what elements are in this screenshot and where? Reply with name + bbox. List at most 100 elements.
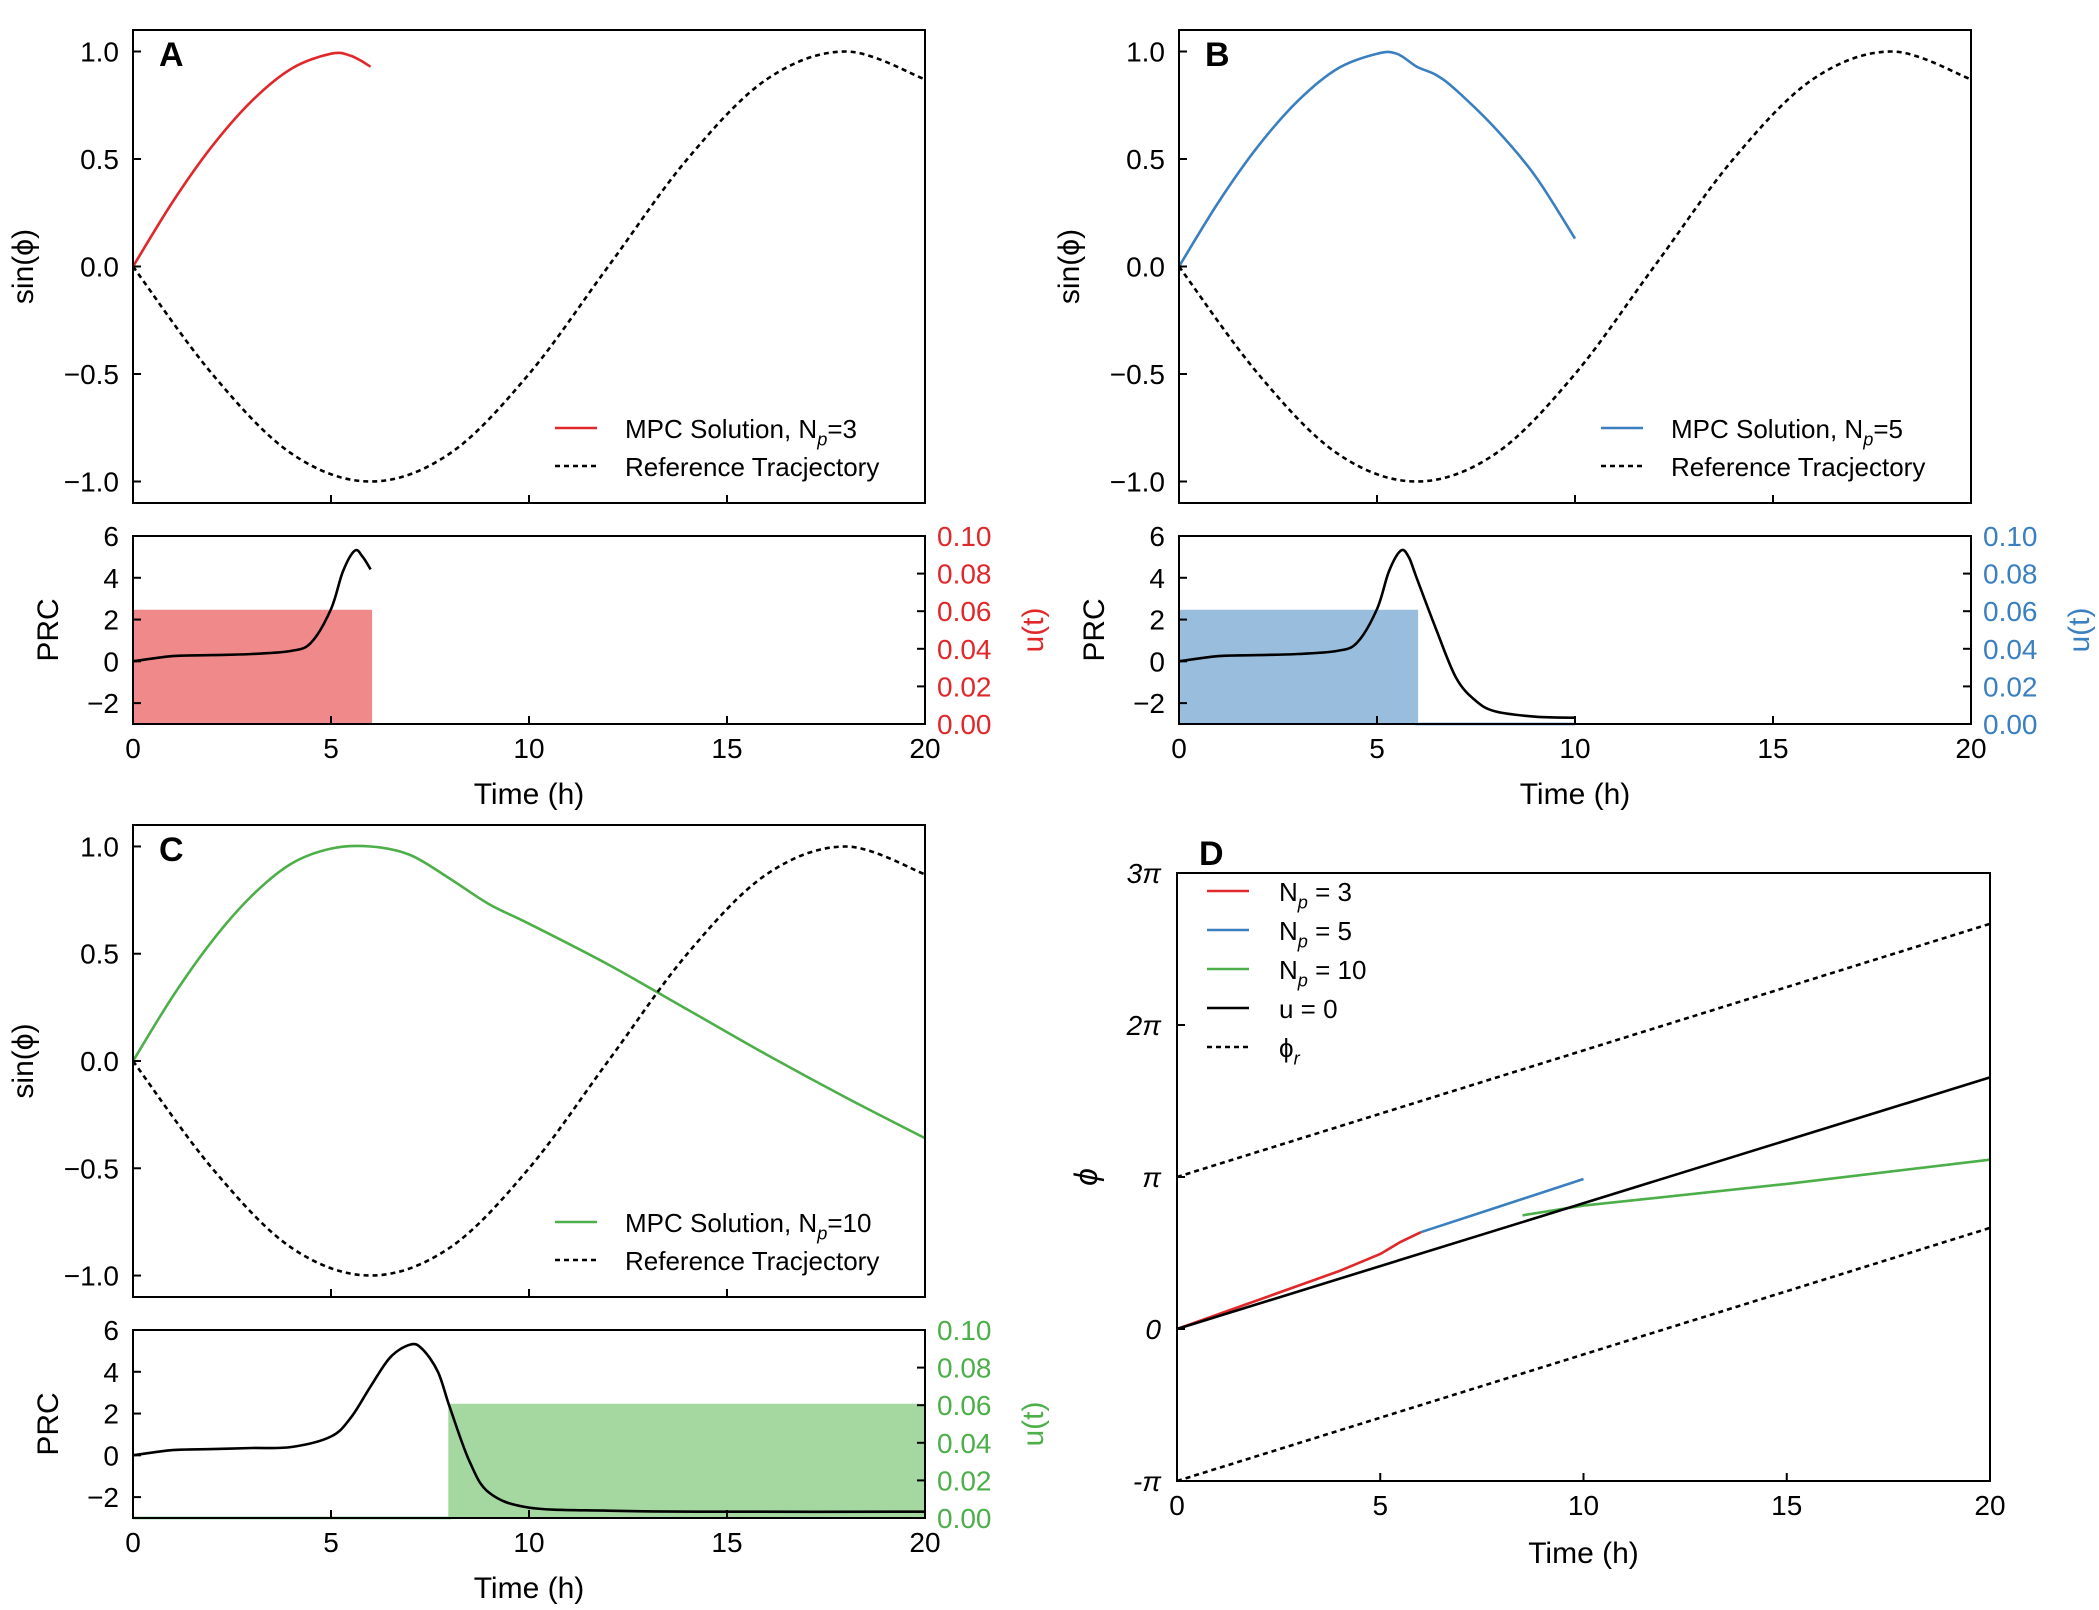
- y-right-tick-label: 0.06: [937, 1390, 992, 1421]
- x-tick-label: 5: [1372, 1490, 1388, 1521]
- y-right-tick-label: 0.04: [937, 634, 992, 665]
- y-tick-label: 0: [103, 646, 119, 677]
- panel-A: 1.0 0.5 0.0 −0.5 −1.0 sin(ϕ) A MPC Solution, Np…: [7, 29, 926, 504]
- x-tick-label: 20: [1955, 733, 1986, 764]
- y-tick-label: 0.5: [80, 144, 119, 175]
- series-line-2: [1522, 1158, 1991, 1217]
- legend-label: MPC Solution, Np=10: [625, 1208, 871, 1243]
- y-tick-label: 2: [103, 1399, 119, 1430]
- series-line-5: [1176, 1226, 1991, 1483]
- control-fill: [133, 1405, 925, 1518]
- y-tick-label: 0.0: [80, 252, 119, 283]
- series-line-1: [131, 50, 926, 483]
- x-tick-label: 10: [1559, 733, 1590, 764]
- x-tick-label: 0: [1169, 1490, 1185, 1521]
- y-tick-label: −0.5: [1110, 359, 1165, 390]
- series-line-0: [132, 548, 372, 663]
- y-tick-label: 0.0: [1126, 252, 1165, 283]
- y-tick-label: 4: [103, 1357, 119, 1388]
- legend-label: Reference Tracjectory: [625, 452, 879, 482]
- y-tick-label: 0: [1145, 1314, 1161, 1345]
- legend-label: Np = 5: [1279, 916, 1352, 951]
- y-right-tick-label: 0.02: [937, 671, 992, 702]
- y-tick-label: −1.0: [1110, 467, 1165, 498]
- y-right-tick-label: 0.10: [937, 1315, 992, 1346]
- y-right-axis-label: u(t): [1017, 1402, 1050, 1447]
- y-tick-label: 2: [1149, 605, 1165, 636]
- y-tick-label: −0.5: [64, 1153, 119, 1184]
- y-tick-label: 4: [103, 563, 119, 594]
- x-tick-label: 15: [1757, 733, 1788, 764]
- x-tick-label: 15: [711, 733, 742, 764]
- series-line-0: [131, 844, 926, 1140]
- y-right-axis-label: u(t): [1017, 608, 1050, 653]
- y-right-tick-label: 0.10: [937, 521, 992, 552]
- series-line-1: [1177, 50, 1972, 483]
- y-tick-label: 3π: [1127, 858, 1163, 889]
- series-line-0: [131, 51, 372, 268]
- x-tick-label: 0: [125, 1527, 141, 1558]
- y-tick-label: 0: [103, 1440, 119, 1471]
- y-right-tick-label: 0.08: [1983, 559, 2038, 590]
- panel-B-lower: 0 5 10 15 206420−20.100.080.060.040.020.00PR…: [1078, 521, 2096, 811]
- series-line-1: [131, 845, 926, 1277]
- legend-label: MPC Solution, Np=3: [625, 414, 857, 449]
- panel-C: 1.0 0.5 0.0 −0.5 −1.0 sin(ϕ) C MPC Solution, Np…: [7, 824, 926, 1298]
- legend-label: u = 0: [1279, 994, 1338, 1024]
- y-right-tick-label: 0.06: [937, 596, 992, 627]
- y-tick-label: 6: [1149, 521, 1165, 552]
- legend-label: Reference Tracjectory: [1671, 452, 1925, 482]
- panel-letter: B: [1205, 36, 1230, 74]
- y-axis-label: PRC: [32, 1392, 65, 1455]
- control-edge: [133, 609, 373, 724]
- y-axis-label: ϕ: [1068, 1168, 1104, 1186]
- y-tick-label: 6: [103, 1315, 119, 1346]
- series-line-1: [1420, 1177, 1584, 1234]
- series-line-0: [1178, 548, 1576, 719]
- y-tick-label: 2π: [1126, 1010, 1163, 1041]
- y-tick-label: 0.5: [1126, 144, 1165, 175]
- y-axis-label: sin(ϕ): [7, 1023, 40, 1098]
- panel-letter: C: [159, 831, 184, 869]
- y-tick-label: −1.0: [64, 1261, 119, 1292]
- y-tick-label: 6: [103, 521, 119, 552]
- y-tick-label: −0.5: [64, 359, 119, 390]
- y-axis-label: PRC: [32, 598, 65, 661]
- x-axis-label: Time (h): [1528, 1537, 1639, 1570]
- series-line-3: [1176, 1076, 1991, 1331]
- x-tick-label: 5: [323, 733, 339, 764]
- y-tick-label: 1.0: [80, 37, 119, 68]
- control-fill: [1179, 611, 1575, 724]
- y-right-tick-label: 0.08: [937, 1353, 992, 1384]
- y-right-tick-label: 0.00: [1983, 709, 2038, 740]
- y-tick-label: 1.0: [1126, 37, 1165, 68]
- y-right-tick-label: 0.00: [937, 709, 992, 740]
- x-axis-label: Time (h): [474, 1572, 585, 1605]
- axes-frame: [1176, 872, 1991, 1482]
- x-tick-label: 10: [513, 1527, 544, 1558]
- y-tick-label: 0.5: [80, 939, 119, 970]
- y-right-tick-label: 0.08: [937, 559, 992, 590]
- x-tick-label: 20: [1974, 1490, 2005, 1521]
- y-right-tick-label: 0.02: [937, 1465, 992, 1496]
- legend-label: Np = 3: [1279, 877, 1352, 912]
- y-tick-label: 1.0: [80, 831, 119, 862]
- legend: Np = 3 Np = 5 Np = 10 u = 0 ϕr: [1207, 877, 1366, 1068]
- x-tick-label: 0: [1171, 733, 1187, 764]
- x-tick-label: 0: [125, 733, 141, 764]
- y-axis-label: sin(ϕ): [7, 229, 40, 304]
- y-right-tick-label: 0.04: [1983, 634, 2038, 665]
- panel-B: 1.0 0.5 0.0 −0.5 −1.0 sin(ϕ) B MPC Solution, Np…: [1053, 29, 1972, 504]
- x-tick-label: 5: [323, 1527, 339, 1558]
- legend-label: ϕr: [1279, 1033, 1301, 1068]
- y-tick-label: −2: [87, 688, 119, 719]
- legend-label: Reference Tracjectory: [625, 1246, 879, 1276]
- panel-C-lower: 0 5 10 15 206420−20.100.080.060.040.020.00PR…: [32, 1315, 1050, 1605]
- series-line-4: [1176, 922, 1991, 1179]
- y-tick-label: −2: [1133, 688, 1165, 719]
- y-right-tick-label: 0.10: [1983, 521, 2038, 552]
